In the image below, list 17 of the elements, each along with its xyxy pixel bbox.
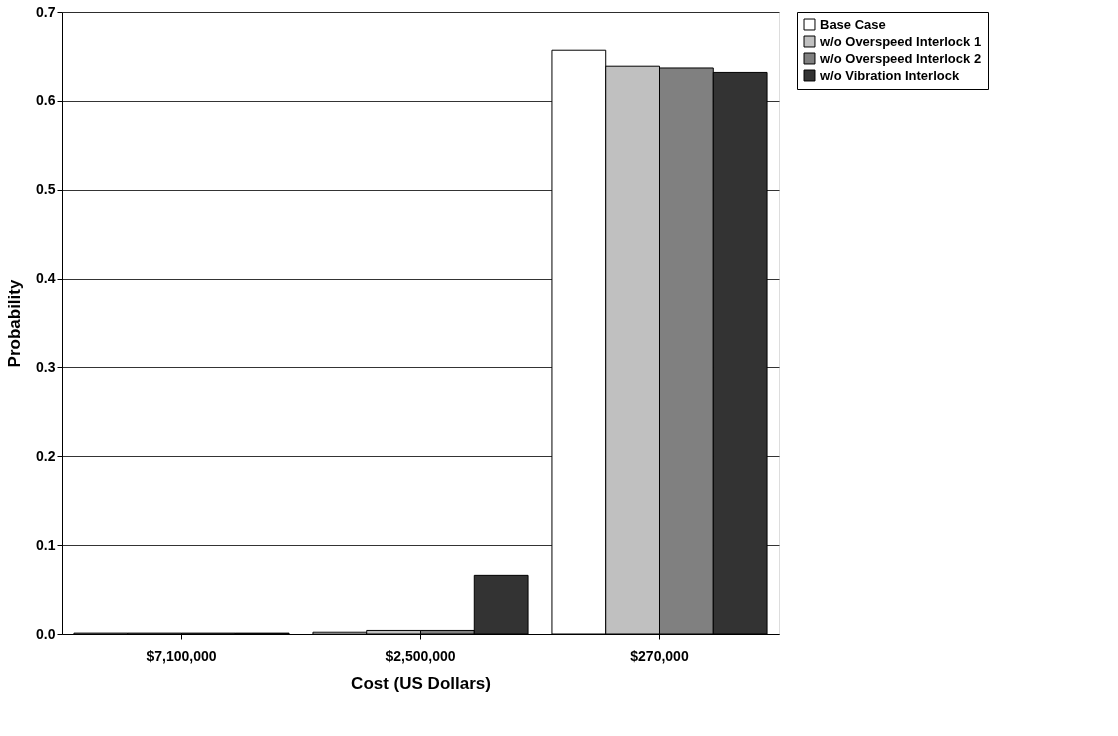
legend-label: Base Case — [820, 16, 886, 32]
x-tick-label: $270,000 — [630, 647, 689, 664]
x-tick-label: $7,100,000 — [146, 647, 217, 664]
y-tick-label: 0.3 — [36, 358, 56, 375]
x-axis-title: Cost (US Dollars) — [351, 673, 491, 693]
y-tick-label: 0.6 — [36, 92, 56, 109]
y-axis-title: Probability — [5, 279, 25, 368]
legend-label: w/o Overspeed Interlock 2 — [819, 50, 982, 66]
y-tick-label: 0.4 — [36, 270, 56, 287]
legend-label: w/o Vibration Interlock — [819, 67, 960, 83]
y-tick-label: 0.0 — [36, 625, 56, 642]
y-tick-label: 0.5 — [36, 181, 56, 198]
y-tick-label: 0.2 — [36, 447, 56, 464]
x-tick-label: $2,500,000 — [385, 647, 456, 664]
y-tick-label: 0.7 — [36, 3, 56, 20]
legend-label: w/o Overspeed Interlock 1 — [819, 33, 982, 49]
y-tick-label: 0.1 — [36, 536, 56, 553]
